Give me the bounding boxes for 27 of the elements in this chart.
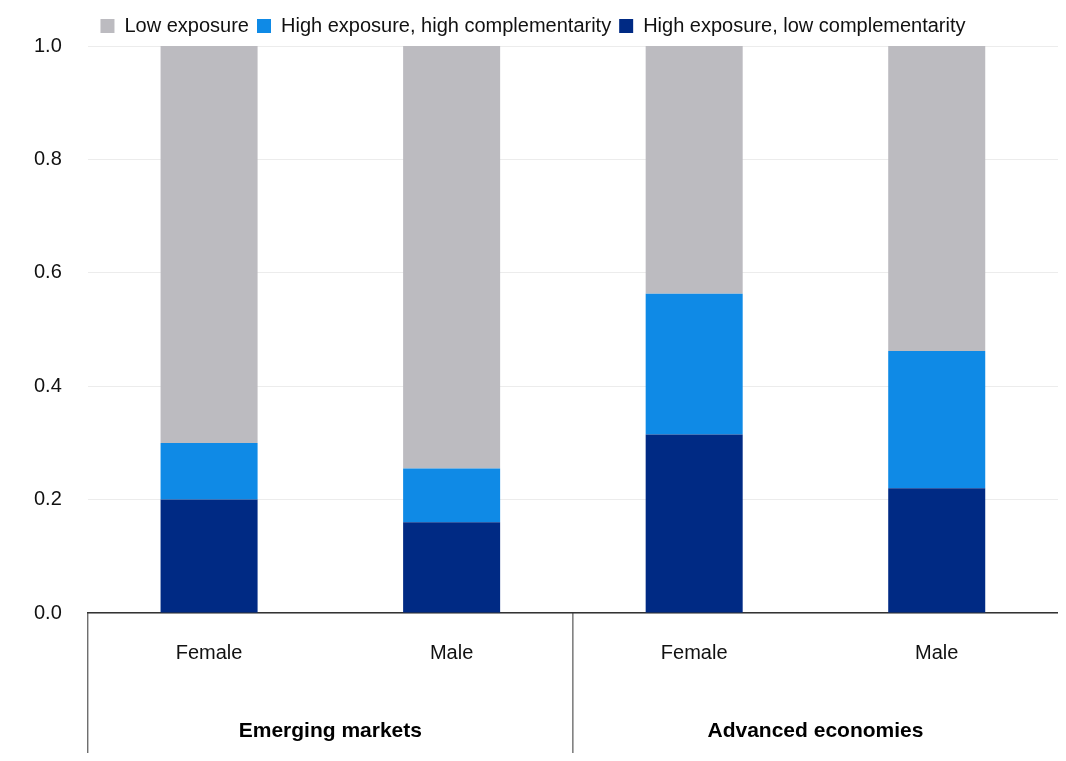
- bar: [403, 468, 501, 523]
- bar: [403, 522, 501, 613]
- y-tick-label: 0.6: [33, 260, 62, 283]
- bar: [160, 46, 258, 443]
- bar: [888, 351, 986, 489]
- bar: [160, 442, 258, 500]
- text: Emerging markets: [238, 717, 422, 741]
- bar: [645, 293, 743, 435]
- bar: [403, 46, 501, 469]
- x-tick-label: Female: [660, 640, 728, 663]
- x-tick-label: Male: [915, 640, 959, 663]
- y-tick-label: 0.2: [33, 487, 62, 510]
- bar: [645, 46, 743, 294]
- y-tick-label: 0.0: [33, 600, 62, 623]
- bar: [645, 434, 743, 613]
- legend-label: High exposure, low complementarity: [643, 13, 966, 36]
- y-tick-label: 1.0: [33, 33, 62, 56]
- legend-label: Low exposure: [124, 13, 250, 36]
- x-tick-label: Male: [429, 640, 474, 663]
- y-tick-label: 0.8: [33, 146, 62, 169]
- y-tick-label: 0.4: [33, 373, 62, 396]
- bar: [888, 488, 986, 613]
- legend-label: High exposure, high complementarity: [281, 13, 612, 36]
- bar: [888, 46, 986, 352]
- bar: [160, 499, 258, 613]
- x-tick-label: Female: [175, 640, 243, 663]
- text: Advanced economies: [707, 717, 924, 741]
